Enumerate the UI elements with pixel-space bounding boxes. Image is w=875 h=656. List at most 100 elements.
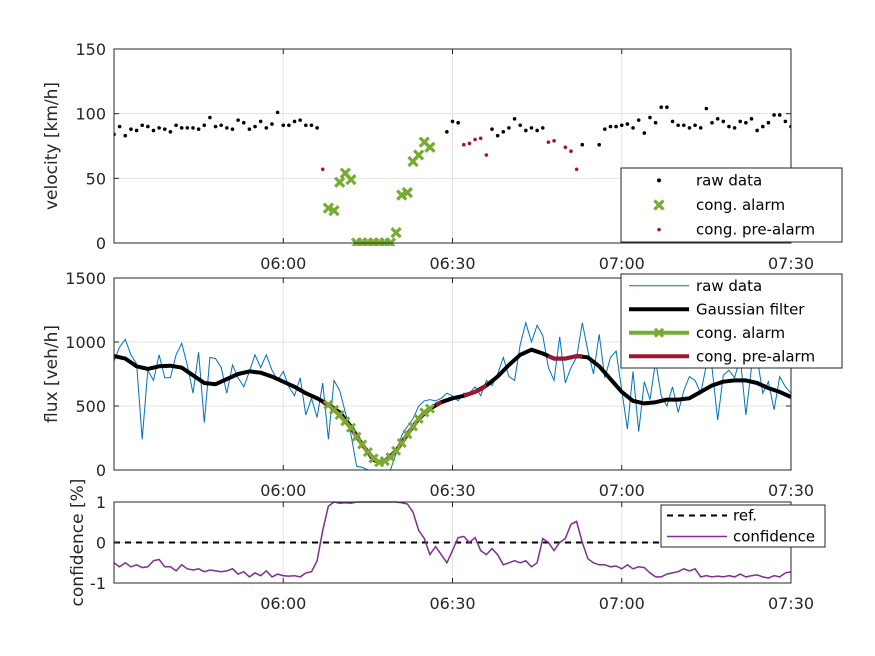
x-tick-label: 07:00 <box>599 481 645 500</box>
legend-label: cong. pre-alarm <box>696 347 815 365</box>
raw-point <box>642 131 647 135</box>
raw-point <box>614 124 618 129</box>
raw-point <box>129 127 133 131</box>
raw-point <box>608 124 613 129</box>
raw-point <box>185 126 190 130</box>
alarm-point <box>401 186 413 199</box>
y-tick-label: 1500 <box>65 269 106 288</box>
prealarm-point <box>563 145 568 150</box>
y-tick-label: 0 <box>96 234 106 253</box>
legend-item: ref. <box>667 507 757 525</box>
raw-point <box>665 105 669 109</box>
raw-point <box>202 123 207 128</box>
raw-point <box>275 110 280 115</box>
legend-box <box>620 273 843 369</box>
prealarm-point <box>473 137 477 142</box>
raw-point <box>123 133 128 138</box>
series-alarm-markers <box>323 399 435 468</box>
raw-point <box>168 129 173 134</box>
raw-point <box>619 123 624 128</box>
raw-point <box>535 128 539 133</box>
prealarm-point <box>478 136 483 141</box>
raw-point <box>636 118 641 122</box>
y-tick-label: 0 <box>96 461 106 480</box>
x-tick-label: 06:30 <box>429 481 475 500</box>
legend-label: raw data <box>696 277 762 295</box>
legend-marker-prealarm <box>657 227 661 232</box>
raw-point <box>230 127 235 131</box>
raw-point <box>445 129 449 134</box>
raw-point <box>208 115 212 120</box>
prealarm-point <box>569 149 573 153</box>
raw-point <box>766 120 771 125</box>
raw-point <box>507 126 511 130</box>
legend-item: cong. pre-alarm <box>657 221 815 239</box>
raw-point <box>648 115 652 120</box>
raw-point <box>146 124 150 129</box>
x-tick-label: 07:00 <box>599 254 645 273</box>
raw-point <box>744 120 748 125</box>
legend: ref. confidence <box>660 504 826 548</box>
raw-point <box>140 123 145 128</box>
raw-point <box>117 124 122 129</box>
raw-point <box>676 123 680 128</box>
raw-point <box>715 117 720 121</box>
raw-point <box>162 127 167 131</box>
raw-point <box>151 128 156 133</box>
raw-point <box>653 120 658 125</box>
y-tick-label: 100 <box>75 105 106 124</box>
legend-label: Gaussian filter <box>696 300 805 318</box>
prealarm-point <box>484 153 489 157</box>
legend-label: cong. alarm <box>696 324 785 342</box>
legend-label: raw data <box>696 171 762 189</box>
raw-point <box>670 119 675 124</box>
raw-point <box>236 118 240 122</box>
prealarm-point <box>461 142 466 147</box>
raw-point <box>315 126 319 130</box>
raw-point <box>738 119 743 124</box>
legend-item: Gaussian filter <box>629 300 805 318</box>
raw-point <box>264 126 269 130</box>
series-raw-data <box>114 105 791 147</box>
raw-point <box>456 120 460 125</box>
legend-item: cong. alarm <box>653 196 785 214</box>
raw-point <box>540 126 545 130</box>
y-tick-label: 50 <box>86 169 106 188</box>
raw-point <box>704 106 709 111</box>
raw-point <box>253 124 257 129</box>
raw-point <box>682 123 686 128</box>
series-prealarm-line <box>547 354 583 361</box>
raw-point <box>309 123 314 128</box>
raw-point <box>529 126 534 130</box>
raw-point <box>219 123 223 128</box>
legend-box <box>660 504 826 548</box>
prealarm-point <box>546 140 551 144</box>
raw-point <box>304 123 308 128</box>
y-tick-label: 1000 <box>65 333 106 352</box>
prealarm-point <box>467 141 472 146</box>
raw-point <box>495 133 500 138</box>
x-tick-label: 07:30 <box>768 254 814 273</box>
raw-point <box>698 126 703 130</box>
prealarm-point <box>320 167 325 172</box>
y-axis-label: velocity [km/h] <box>42 82 62 210</box>
y-tick-label: 1 <box>96 493 106 512</box>
raw-point <box>512 117 517 121</box>
raw-point <box>174 123 178 128</box>
raw-point <box>603 127 607 131</box>
y-tick-label: 500 <box>75 397 106 416</box>
x-tick-label: 07:30 <box>768 594 814 613</box>
raw-point <box>213 124 218 129</box>
raw-point <box>196 127 201 131</box>
raw-point <box>134 128 139 133</box>
y-tick-label: -1 <box>90 574 106 593</box>
alarm-point <box>424 141 436 153</box>
x-tick-label: 06:30 <box>429 594 475 613</box>
y-axis-label: flux [veh/h] <box>42 325 62 423</box>
raw-point <box>247 127 252 131</box>
raw-point <box>693 123 697 128</box>
raw-point <box>450 119 455 124</box>
alarm-point <box>413 149 425 161</box>
series-raw-data-line <box>114 320 791 471</box>
raw-point <box>732 126 737 130</box>
